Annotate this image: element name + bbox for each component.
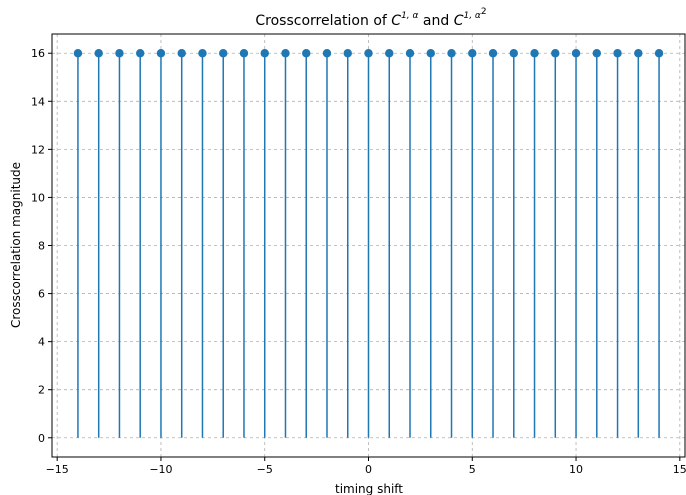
stem-marker xyxy=(405,49,415,58)
x-tick-label: −15 xyxy=(46,463,69,476)
x-tick-label: 0 xyxy=(365,463,372,476)
x-tick-label: 15 xyxy=(673,463,686,476)
stem-marker xyxy=(592,49,601,58)
stem-marker xyxy=(509,49,518,58)
stem-marker xyxy=(198,49,207,58)
stem-marker xyxy=(530,49,539,58)
stem-marker xyxy=(302,49,311,58)
title-superscript-1: 1, α xyxy=(401,11,418,21)
stem-marker xyxy=(447,49,456,58)
y-tick-label: 8 xyxy=(38,240,45,253)
stem-marker xyxy=(468,49,477,58)
stem-marker xyxy=(73,49,83,58)
y-tick-label: 10 xyxy=(31,191,45,204)
title-symbol-1: C xyxy=(391,13,401,29)
y-tick-label: 0 xyxy=(38,432,45,445)
y-tick-label: 4 xyxy=(38,336,45,349)
y-tick-label: 6 xyxy=(38,288,45,301)
title-superscript-2-exp: 2 xyxy=(481,7,487,17)
stem-marker xyxy=(115,49,124,58)
stem-marker xyxy=(136,49,145,58)
stem-marker xyxy=(281,49,290,58)
stems-layer xyxy=(77,53,660,438)
stem-marker xyxy=(343,49,352,58)
stem-marker xyxy=(260,49,269,58)
x-tick-label: 5 xyxy=(469,463,476,476)
x-tick-label: −5 xyxy=(257,463,273,476)
x-tick-label: −10 xyxy=(149,463,172,476)
stem-marker xyxy=(219,49,228,58)
stem-marker xyxy=(488,49,498,58)
stem-marker xyxy=(94,49,103,58)
stem-marker xyxy=(156,49,166,58)
stem-marker xyxy=(239,49,249,58)
x-tick-label: 10 xyxy=(569,463,583,476)
stem-marker xyxy=(385,49,394,58)
y-tick-label: 2 xyxy=(38,384,45,397)
stem-marker xyxy=(634,49,643,58)
stem-marker xyxy=(613,49,622,58)
title-symbol-2: C xyxy=(454,13,464,29)
title-prefix: Crosscorrelation of xyxy=(255,13,391,29)
stem-marker xyxy=(177,49,186,58)
markers-layer xyxy=(73,49,664,58)
y-tick-label: 12 xyxy=(31,143,45,156)
title-middle: and xyxy=(418,13,453,29)
stem-marker xyxy=(322,49,332,58)
stem-marker xyxy=(551,49,560,58)
stem-marker xyxy=(654,49,664,58)
title-superscript-2: 1, α xyxy=(463,11,480,21)
chart-title: Crosscorrelation of C1, α and C1, α2 xyxy=(255,7,486,29)
stem-marker xyxy=(426,49,435,58)
y-tick-label: 14 xyxy=(31,95,45,108)
x-axis: −15 −10 −5 0 5 10 15 xyxy=(46,457,686,476)
stem-marker xyxy=(364,49,373,58)
y-axis-label: Crosscorrelation magnitude xyxy=(9,162,23,328)
y-axis: 0 2 4 6 8 10 12 14 16 xyxy=(31,47,52,445)
x-axis-label: timing shift xyxy=(335,482,403,495)
y-tick-label: 16 xyxy=(31,47,45,60)
stem-marker xyxy=(571,49,581,58)
